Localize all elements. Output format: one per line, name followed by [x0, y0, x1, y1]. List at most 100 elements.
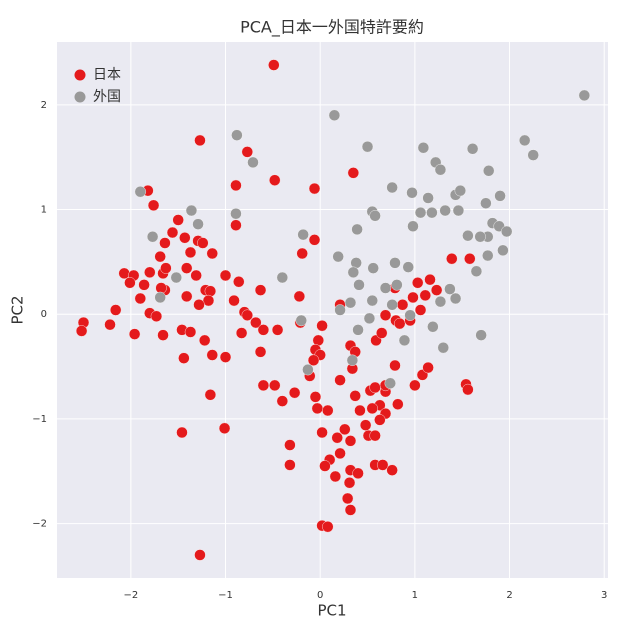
point: [501, 226, 512, 237]
point: [155, 292, 166, 303]
point: [191, 270, 202, 281]
point: [155, 251, 166, 262]
point: [335, 375, 346, 386]
point: [380, 283, 391, 294]
point: [171, 272, 182, 283]
point: [450, 293, 461, 304]
point: [354, 279, 365, 290]
point: [297, 248, 308, 259]
point: [528, 150, 539, 161]
point: [194, 549, 205, 560]
point: [247, 157, 258, 168]
point: [455, 185, 466, 196]
point: [348, 167, 359, 178]
point: [335, 448, 346, 459]
x-tick-label: 1: [412, 590, 418, 601]
plot-area: [57, 42, 608, 578]
point: [205, 286, 216, 297]
point: [352, 224, 363, 235]
point: [330, 471, 341, 482]
legend-marker: [75, 70, 86, 81]
point: [475, 231, 486, 242]
point: [495, 190, 506, 201]
point: [415, 207, 426, 218]
point: [482, 250, 493, 261]
point: [497, 245, 508, 256]
point: [322, 521, 333, 532]
point: [480, 198, 491, 209]
point: [135, 293, 146, 304]
point: [420, 290, 431, 301]
point: [415, 305, 426, 316]
y-axis-label: PC2: [9, 295, 27, 324]
point: [229, 295, 240, 306]
point: [367, 295, 378, 306]
point: [345, 435, 356, 446]
point: [284, 440, 295, 451]
point: [139, 279, 150, 290]
point: [387, 299, 398, 310]
x-tick-label: 2: [506, 590, 512, 601]
point: [467, 143, 478, 154]
point: [151, 311, 162, 322]
point: [476, 330, 487, 341]
point: [403, 262, 414, 273]
point: [147, 231, 158, 242]
point: [186, 205, 197, 216]
point: [219, 423, 230, 434]
point: [335, 305, 346, 316]
point: [344, 477, 355, 488]
point: [269, 380, 280, 391]
point: [144, 267, 155, 278]
point: [345, 504, 356, 515]
point: [255, 346, 266, 357]
x-tick-label: −1: [218, 590, 233, 601]
point: [391, 279, 402, 290]
legend-marker: [75, 92, 86, 103]
point: [302, 364, 313, 375]
y-tick-label: 1: [41, 205, 47, 216]
point: [377, 459, 388, 470]
point: [220, 270, 231, 281]
point: [332, 432, 343, 443]
point: [483, 165, 494, 176]
point: [464, 253, 475, 264]
point: [185, 326, 196, 337]
point: [418, 142, 429, 153]
point: [317, 427, 328, 438]
point: [387, 465, 398, 476]
x-tick-label: −2: [123, 590, 138, 601]
point: [370, 430, 381, 441]
point: [309, 234, 320, 245]
point: [399, 335, 410, 346]
chart: PCA_日本一外国特許要約 PC1 PC2 日本外国 −2−10123−2−10…: [0, 0, 626, 632]
point: [329, 110, 340, 121]
point: [370, 382, 381, 393]
point: [242, 310, 253, 321]
x-tick-label: 0: [317, 590, 323, 601]
point: [397, 299, 408, 310]
chart-title: PCA_日本一外国特許要約: [240, 18, 424, 38]
point: [255, 285, 266, 296]
point: [277, 272, 288, 283]
point: [160, 263, 171, 274]
point: [354, 405, 365, 416]
point: [427, 321, 438, 332]
point: [230, 220, 241, 231]
point: [431, 285, 442, 296]
point: [407, 221, 418, 232]
point: [197, 238, 208, 249]
point: [423, 362, 434, 373]
point: [394, 318, 405, 329]
point: [298, 229, 309, 240]
point: [435, 296, 446, 307]
point: [353, 324, 364, 335]
point: [135, 186, 146, 197]
point: [309, 183, 320, 194]
point: [374, 414, 385, 425]
point: [367, 403, 378, 414]
x-axis-label: PC1: [317, 602, 346, 620]
point: [181, 263, 192, 274]
point: [236, 328, 247, 339]
point: [294, 291, 305, 302]
